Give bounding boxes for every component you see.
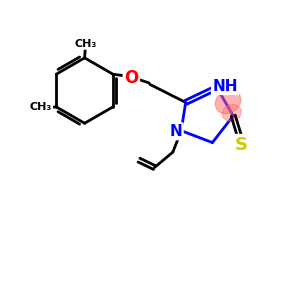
Ellipse shape: [222, 104, 241, 121]
Text: S: S: [235, 136, 248, 154]
Text: NH: NH: [212, 79, 238, 94]
Text: CH₃: CH₃: [75, 39, 97, 49]
Text: CH₃: CH₃: [30, 103, 52, 112]
Ellipse shape: [215, 90, 241, 114]
Text: O: O: [124, 69, 139, 87]
Text: N: N: [169, 124, 182, 139]
